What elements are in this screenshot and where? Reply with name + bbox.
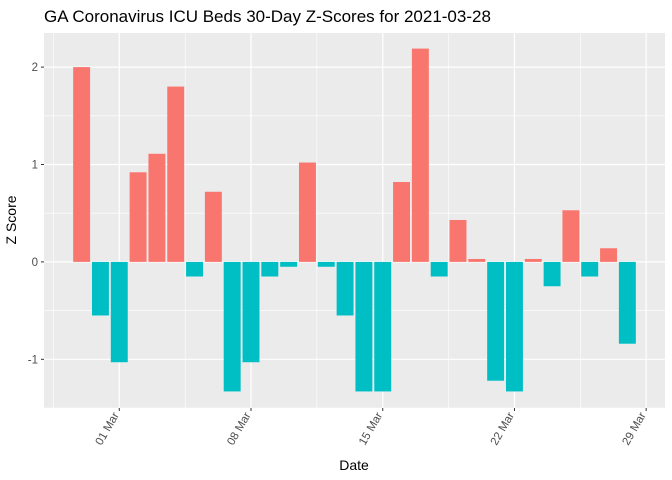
bar (129, 172, 147, 262)
x-tick-label: 08 Mar (225, 410, 253, 447)
x-tick-label: 15 Mar (357, 410, 385, 447)
bar (487, 261, 505, 381)
bar (430, 261, 448, 277)
y-tick-label: 1 (32, 159, 38, 171)
bar (393, 182, 411, 262)
bar (336, 261, 354, 316)
y-tick-label: 2 (32, 62, 38, 74)
bar (298, 162, 316, 262)
bar (204, 191, 222, 262)
bar (562, 210, 580, 262)
y-axis-title: Z Score (3, 195, 19, 244)
y-tick-label: 0 (32, 257, 38, 269)
bar (543, 261, 561, 287)
bar (317, 261, 335, 267)
chart-title: GA Coronavirus ICU Beds 30-Day Z-Scores … (44, 7, 491, 26)
x-axis: 01 Mar 08 Mar 15 Mar 22 Mar 29 Mar (94, 408, 649, 448)
bar (524, 258, 542, 262)
bar (618, 261, 636, 344)
bar (280, 261, 298, 267)
bar (167, 86, 185, 262)
bar (148, 153, 166, 262)
bar (91, 261, 109, 316)
plot-panel (44, 33, 665, 408)
x-tick-label: 22 Mar (489, 410, 517, 447)
y-tick-label: -1 (28, 354, 38, 366)
bar (581, 261, 599, 277)
x-axis-title: Date (339, 457, 369, 473)
bar (242, 261, 260, 363)
y-axis: -1 0 1 2 (28, 62, 44, 366)
bar (449, 220, 467, 262)
bar (261, 261, 279, 277)
bar (468, 258, 486, 262)
x-tick-label: 29 Mar (620, 410, 648, 447)
bar (411, 48, 429, 262)
bars (73, 48, 636, 392)
x-tick-label: 01 Mar (94, 410, 122, 447)
bar (505, 261, 523, 392)
bar (600, 248, 618, 262)
bar (223, 261, 241, 392)
major-gridlines (44, 33, 665, 408)
bar (186, 261, 204, 277)
bar (73, 67, 91, 262)
minor-gridlines (44, 33, 665, 409)
bar (110, 261, 128, 363)
bar (374, 261, 392, 392)
bar (355, 261, 373, 392)
